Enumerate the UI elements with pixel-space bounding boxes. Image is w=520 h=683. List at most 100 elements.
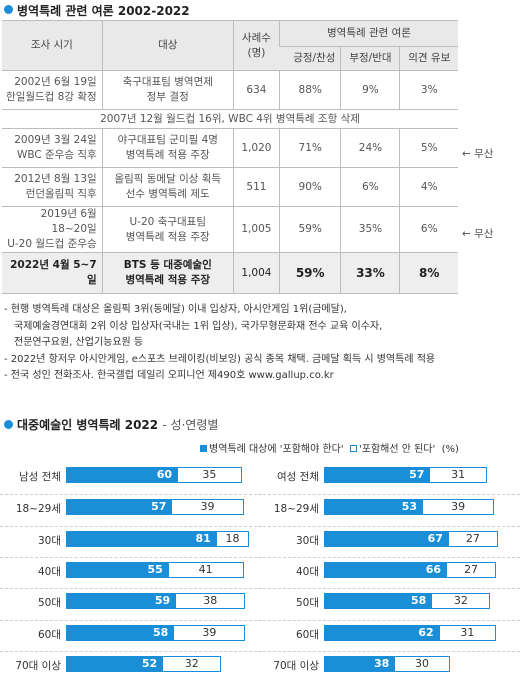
row-reserve: 5% [399,128,458,168]
header-cases-label: 사례수 [241,31,271,44]
chart-male: 남성 전체 60 35 18~29세 57 39 30대 81 18 40대 55 41 50대 59 38… [0,463,262,681]
footnote-line: - 전국 성인 전화조사. 한국갤럽 데일리 오피니언 제490호 www.ga… [4,370,334,381]
category-label: 70대 이상 [273,659,319,672]
row-target: 축구대표팀 병역면제 [122,76,213,88]
row-support: 88% [278,70,341,110]
exclude-bar: 27 [446,561,497,578]
category-label: 40대 [295,565,319,578]
row-period-event: WBC 준우승 직후 [16,149,97,161]
row-target-detail: 정부 결정 [146,91,189,103]
include-bar: 62 [324,624,439,641]
include-bar: 57 [324,467,430,483]
legend-exclude-swatch [350,445,357,452]
row-target: 올림픽 동메달 이상 획득 [114,173,222,185]
row-target-detail: 병역특례 적용 주장 [125,230,210,243]
footnotes: - 현행 병역특례 대상은 올림픽 3위(동메달) 이내 입상자, 아시안게임 … [4,302,518,385]
row-period: 2002년 6월 19일 [14,76,97,88]
bar-row: 남성 전체 60 35 [0,463,262,483]
category-label: 60대 [295,628,319,641]
row-cases: 634 [232,70,280,110]
bar-row: 30대 67 27 [258,525,520,547]
row-oppose: 9% [340,70,400,110]
row-cases: 511 [232,167,280,207]
exclude-bar: 41 [167,561,244,578]
category-label: 여성 전체 [277,471,319,483]
category-label: 30대 [37,534,61,547]
exclude-bar: 39 [173,624,246,641]
footnote-line: - 2022년 항저우 아시안게임, e스포츠 브레이킹(비보잉) 공식 종목 … [4,353,436,365]
row-period: 2012년 8월 13일 [14,173,97,185]
category-label: 50대 [37,597,61,610]
include-bar: 58 [66,624,174,641]
exclude-bar: 27 [447,530,498,547]
include-bar: 38 [324,655,395,672]
legend-exclude-label: '포함해선 안 된다' [359,444,436,455]
table-row: 2012년 8월 13일 런던올림픽 직후 올림픽 동메달 이상 획득 선수 병역특… [2,167,458,207]
include-bar: 58 [324,593,432,610]
final-target-detail: 병역특례 적용 주장 [125,274,211,286]
exclude-bar: 38 [175,593,246,610]
row-support: 90% [278,167,341,207]
include-bar: 81 [66,530,216,547]
header-opinion: 병역특례 관련 여론 [279,20,458,47]
row-cases: 1,020 [232,128,280,168]
note-failed-2019: ← 무산 [462,228,494,240]
poll-table: 조사 시기 대상 사례수 (명) 병역특례 관련 여론 긍정/찬성 부정/반대 … [2,20,458,294]
exclude-bar: 18 [215,530,250,547]
row-support: 71% [278,128,341,168]
include-bar: 59 [66,593,176,610]
row-period-event: U-20 월드컵 준우승 [7,238,97,250]
section-bullet-icon [4,5,13,14]
include-bar: 57 [66,499,172,516]
row-reserve: 3% [399,70,458,110]
bar-row: 50대 58 32 [258,588,520,610]
legend: 병역특례 대상에 '포함해야 한다' '포함해선 안 된다' (%) [200,440,459,455]
exclude-bar: 30 [394,655,450,672]
row-period: 2009년 3월 24일 [14,134,97,146]
exclude-bar: 39 [422,499,495,516]
chart-female: 여성 전체 57 31 18~29세 53 39 30대 67 27 40대 66 27 50대 58 32… [258,463,520,681]
header-oppose: 부정/반대 [340,46,400,71]
top-title: 병역특례 관련 여론 2002-2022 [17,4,190,18]
exclude-bar: 39 [171,499,244,516]
section-bullet-icon [4,420,13,429]
header-period: 조사 시기 [2,20,103,71]
final-oppose: 33% [340,252,400,294]
header-target: 대상 [101,20,234,71]
row-period-event: 한일월드컵 8강 확정 [6,91,97,103]
header-support: 긍정/찬성 [279,46,341,71]
row-target: 야구대표팀 군미필 4명 [117,134,218,146]
table-row: 2002년 6월 19일 한일월드컵 8강 확정 축구대표팀 병역면제 정부 결정 … [2,70,458,110]
include-bar: 60 [66,467,177,483]
legend-unit: (%) [441,444,459,455]
row-period: 2019년 6월 18~20일 [40,208,97,235]
legend-include-swatch [200,445,207,452]
category-label: 남성 전체 [19,471,61,483]
category-label: 50대 [295,597,319,610]
bar-row: 18~29세 53 39 [258,494,520,516]
bar-row: 60대 62 31 [258,619,520,641]
final-support: 59% [278,252,341,294]
row-cases: 1,005 [232,206,280,253]
final-row: 2022년 4월 5~7일 BTS 등 대중예술인 병역특례 적용 주장 1,00… [2,252,458,294]
bar-row: 18~29세 57 39 [0,494,262,516]
bottom-title-text: 대중예술인 병역특례 2022 [17,418,159,432]
bar-row: 30대 81 18 [0,525,262,547]
row-reserve: 4% [399,167,458,207]
bottom-title: 대중예술인 병역특례 2022 - 성·연령별 [17,416,218,433]
exclude-bar: 35 [177,467,242,483]
bar-row: 70대 이상 38 30 [258,650,520,672]
header-cases: 사례수 (명) [232,20,280,71]
row-target-detail: 병역특례 적용 주장 [125,149,210,161]
include-bar: 52 [66,655,163,672]
final-period: 2022년 4월 5~7일 [2,252,103,294]
footnote-line: 국제예술경연대회 2위 이상 입상자(국내는 1위 입상), 국가무형문화재 전… [14,320,383,332]
row-target-detail: 선수 병역특례 제도 [125,188,210,200]
footnote-line: 전문연구요원, 산업기능요원 등 [14,337,144,348]
include-bar: 53 [324,499,423,516]
include-bar: 66 [324,561,447,578]
header-reserve: 의견 유보 [399,46,458,71]
category-label: 30대 [295,534,319,547]
legend-include-label: 병역특례 대상에 '포함해야 한다' [209,444,344,455]
row-reserve: 6% [399,206,458,253]
